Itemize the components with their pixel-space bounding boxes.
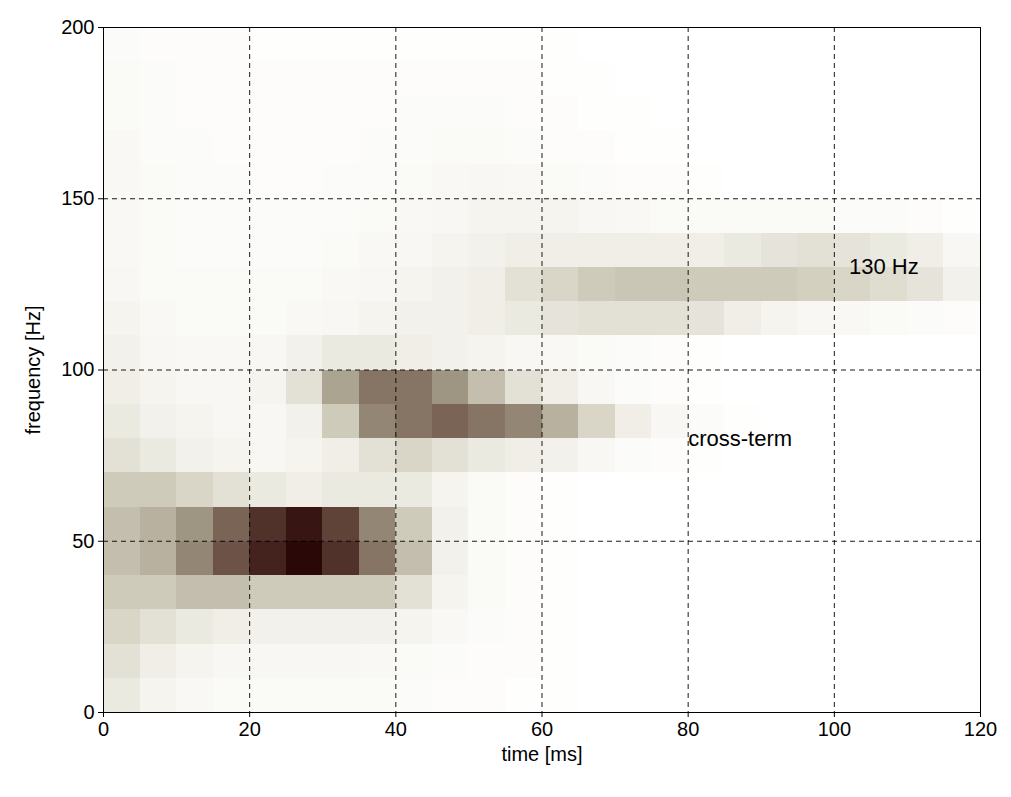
svg-text:0: 0: [83, 701, 94, 723]
svg-text:frequency [Hz]: frequency [Hz]: [22, 306, 44, 435]
svg-text:50: 50: [72, 530, 94, 552]
svg-text:130 Hz: 130 Hz: [849, 254, 919, 279]
svg-text:40: 40: [385, 718, 407, 740]
svg-text:0: 0: [98, 718, 109, 740]
svg-text:100: 100: [61, 358, 94, 380]
svg-text:20: 20: [239, 718, 261, 740]
svg-text:200: 200: [61, 16, 94, 38]
svg-text:cross-term: cross-term: [688, 426, 792, 451]
svg-text:120: 120: [964, 718, 997, 740]
svg-text:60: 60: [531, 718, 553, 740]
svg-text:150: 150: [61, 187, 94, 209]
svg-text:80: 80: [677, 718, 699, 740]
svg-text:time [ms]: time [ms]: [501, 743, 582, 765]
svg-text:100: 100: [818, 718, 851, 740]
